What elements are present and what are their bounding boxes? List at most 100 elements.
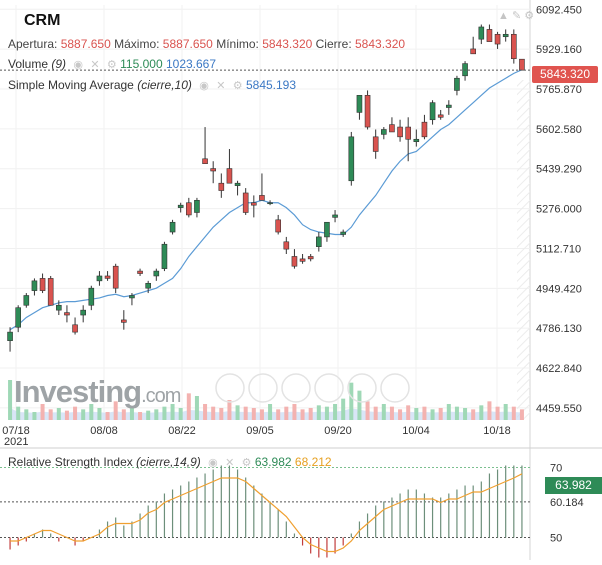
candle-body[interactable] — [153, 270, 160, 277]
y-tick-label: 4459.550 — [536, 403, 582, 415]
candle-body[interactable] — [210, 168, 216, 172]
candle-body[interactable] — [161, 243, 168, 269]
candle-body[interactable] — [364, 95, 371, 128]
candle-body[interactable] — [129, 295, 135, 299]
eye-icon[interactable]: ◉ — [73, 59, 83, 71]
y-tick-label: 4622.840 — [536, 363, 582, 375]
candle-body[interactable] — [429, 102, 436, 121]
candle-body[interactable] — [283, 241, 290, 250]
close-icon[interactable]: ✕ — [216, 80, 226, 92]
volume-legend[interactable]: Volume (9) ◉ ✕ ⚙ 115.000 1023.667 — [8, 57, 216, 73]
candle-body[interactable] — [519, 58, 525, 71]
candle-body[interactable] — [316, 236, 322, 247]
candle-body[interactable] — [259, 195, 265, 201]
candle-body[interactable] — [486, 29, 493, 42]
candle-body[interactable] — [389, 124, 395, 133]
gear-icon[interactable]: ⚙ — [524, 10, 535, 22]
volume-bar — [64, 410, 69, 420]
candle-body[interactable] — [177, 204, 184, 208]
candle-body[interactable] — [381, 129, 387, 135]
rsi-legend[interactable]: Relative Strength Index (cierre,14,9) ◉ … — [8, 455, 332, 471]
zoom-in-icon[interactable] — [248, 373, 278, 403]
candle-body[interactable] — [31, 280, 38, 291]
candle-body[interactable] — [88, 287, 95, 306]
candle-body[interactable] — [251, 202, 257, 206]
open-label: Apertura: — [8, 37, 58, 51]
candle-body[interactable] — [47, 278, 54, 306]
candle-body[interactable] — [397, 126, 403, 138]
candle-body[interactable] — [267, 202, 273, 205]
candle-body[interactable] — [96, 275, 103, 282]
gear-icon[interactable]: ⚙ — [241, 457, 252, 469]
eye-icon[interactable]: ◉ — [199, 80, 209, 92]
gear-icon[interactable]: ⚙ — [232, 80, 243, 92]
candle-body[interactable] — [405, 126, 411, 140]
candle-body[interactable] — [56, 304, 62, 311]
candle-body[interactable] — [413, 138, 420, 143]
candle-body[interactable] — [218, 182, 225, 191]
candle-body[interactable] — [307, 256, 314, 260]
pencil-icon[interactable]: ✎ — [511, 10, 522, 22]
candle-body[interactable] — [494, 33, 501, 45]
candle-body[interactable] — [104, 275, 111, 279]
candle-body[interactable] — [332, 214, 338, 218]
candle-body[interactable] — [324, 221, 330, 238]
eye-icon[interactable]: ◉ — [208, 457, 218, 469]
up-arrow-icon[interactable]: ▲ — [498, 10, 509, 22]
candle-body[interactable] — [299, 258, 306, 262]
candle-body[interactable] — [421, 121, 428, 138]
volume-bar — [243, 406, 248, 420]
left-arrow-icon[interactable] — [215, 373, 245, 403]
gear-icon[interactable]: ⚙ — [106, 59, 117, 71]
candle-body[interactable] — [7, 331, 13, 341]
candle-body[interactable] — [275, 219, 281, 233]
volume-value-2: 1023.667 — [165, 57, 217, 71]
top-right-controls[interactable]: ▲ ✎ ⚙ — [498, 9, 534, 22]
zoom-out-icon[interactable] — [347, 373, 377, 403]
candle-body[interactable] — [23, 295, 30, 306]
candle-body[interactable] — [194, 199, 200, 213]
right-arrow-icon[interactable] — [380, 373, 410, 403]
candle-body[interactable] — [72, 324, 78, 333]
volume-bar — [16, 406, 21, 420]
candle-body[interactable] — [446, 104, 452, 108]
candle-body[interactable] — [186, 202, 192, 216]
candle-body[interactable] — [340, 231, 346, 235]
candle-body[interactable] — [234, 182, 241, 186]
candle-body[interactable] — [121, 319, 127, 323]
brand-suffix: .com — [141, 385, 181, 407]
volume-bar — [186, 393, 191, 420]
candle-body[interactable] — [291, 256, 298, 267]
candle-body[interactable] — [80, 309, 86, 316]
close-icon[interactable]: ✕ — [225, 457, 235, 469]
close-icon[interactable]: ✕ — [90, 59, 100, 71]
candle-body[interactable] — [39, 278, 46, 291]
candle-body[interactable] — [137, 270, 143, 274]
candle-body[interactable] — [242, 192, 249, 213]
candle-body[interactable] — [202, 158, 208, 164]
candle-body[interactable] — [356, 95, 363, 113]
candle-body[interactable] — [454, 77, 460, 91]
candle-body[interactable] — [112, 265, 119, 289]
low-value: 5843.320 — [262, 37, 313, 51]
reset-icon[interactable] — [314, 373, 344, 403]
candle-body[interactable] — [437, 114, 444, 118]
candle-body[interactable] — [145, 282, 151, 289]
zoom-out-icon[interactable] — [281, 373, 311, 403]
candle-body[interactable] — [15, 307, 21, 328]
candle-body[interactable] — [372, 136, 379, 152]
candle-body[interactable] — [64, 312, 70, 316]
y-tick-label: 5439.290 — [536, 164, 582, 176]
x-tick-label: 10/04 — [402, 425, 430, 437]
volume-bar — [381, 404, 386, 420]
candle-body[interactable] — [470, 48, 476, 55]
candle-body[interactable] — [348, 136, 355, 182]
candle-body[interactable] — [478, 26, 485, 40]
candle-body[interactable] — [169, 221, 176, 233]
candle-body[interactable] — [511, 33, 517, 60]
candle-body[interactable] — [226, 168, 233, 184]
candle-body[interactable] — [502, 33, 509, 38]
sma-legend[interactable]: Simple Moving Average (cierre,10) ◉ ✕ ⚙ … — [8, 78, 296, 94]
